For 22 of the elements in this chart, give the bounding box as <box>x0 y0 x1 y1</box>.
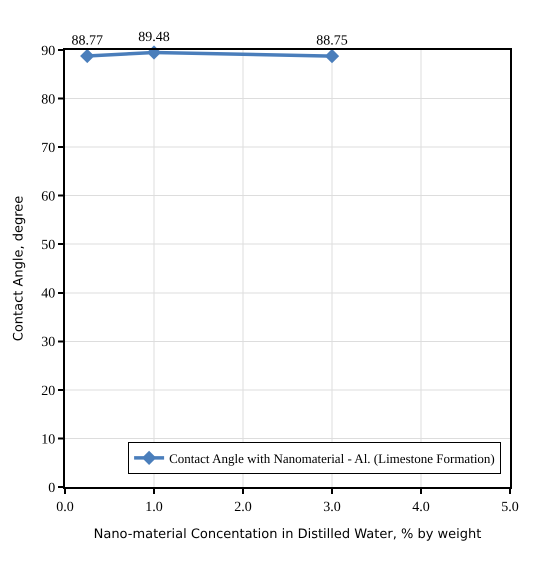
legend-label: Contact Angle with Nanomaterial - Al. (Limestone Formation) <box>169 450 495 466</box>
y-tick-label: 90 <box>41 44 56 59</box>
x-tick-label: 0.0 <box>56 500 74 515</box>
x-tick-label: 2.0 <box>234 500 252 515</box>
y-tick-label: 60 <box>41 190 56 205</box>
x-tick-label: 5.0 <box>501 500 519 515</box>
y-tick-label: 0 <box>48 480 56 496</box>
x-tick-label: 4.0 <box>412 500 430 515</box>
y-tick-label: 50 <box>41 238 56 254</box>
y-axis-title: Contact Angle, degree <box>12 196 27 342</box>
data-label: 88.77 <box>72 34 103 49</box>
y-tick-label: 10 <box>41 432 56 448</box>
x-tick-label: 1.0 <box>145 500 163 515</box>
x-axis-title: Nano-material Concentation in Distilled Water, % by weight <box>94 526 482 542</box>
y-tick-label: 40 <box>41 286 56 302</box>
y-tick-label: 30 <box>41 335 56 350</box>
x-tick-label: 3.0 <box>323 500 341 515</box>
y-tick-label: 80 <box>41 92 56 108</box>
y-tick-label: 70 <box>41 141 56 156</box>
y-tick-label: 20 <box>41 384 56 399</box>
data-label: 88.75 <box>316 34 348 49</box>
data-label: 89.48 <box>138 30 170 46</box>
